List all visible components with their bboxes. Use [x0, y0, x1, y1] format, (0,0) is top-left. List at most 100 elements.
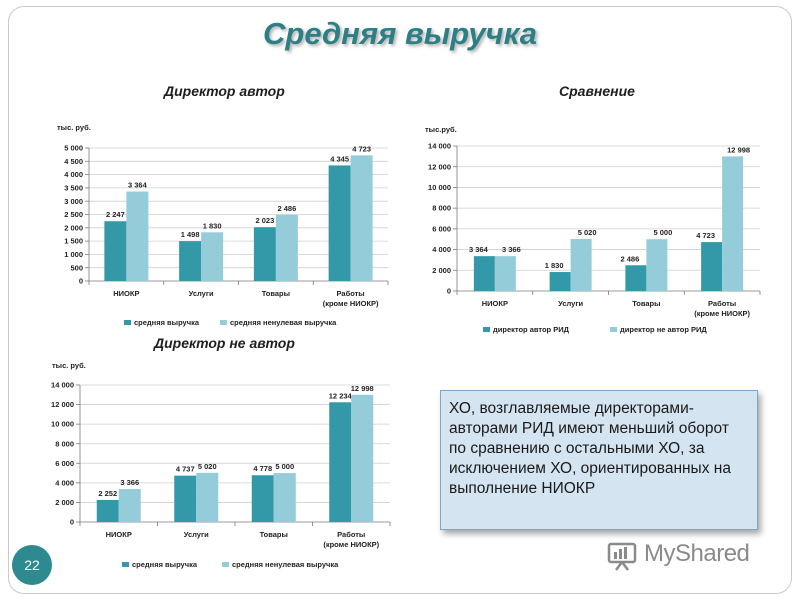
x-tick-label: НИОКР [106, 530, 132, 539]
x-tick-label: Работы (кроме НИОКР) [694, 299, 750, 318]
data-label: 3 364 [469, 245, 489, 254]
bar [118, 489, 141, 522]
bar [549, 272, 571, 291]
data-label: 1 498 [181, 230, 200, 239]
y-tick-label: 4 000 [55, 478, 74, 487]
x-tick-label: Товары [262, 289, 290, 298]
bar [196, 472, 219, 522]
bar [96, 499, 119, 522]
bar [104, 221, 127, 281]
y-tick-label: 1 500 [64, 237, 83, 246]
y-tick-label: 4 500 [64, 157, 83, 166]
chart3-title: Директор не автор [154, 335, 295, 351]
y-tick-label: 6 000 [55, 459, 74, 468]
legend-label: средняя выручка [134, 318, 200, 327]
y-tick-label: 8 000 [432, 204, 451, 213]
conclusion-textbox: ХО, возглавляемые директорами-авторами Р… [440, 390, 758, 530]
data-label: 5 020 [198, 462, 217, 471]
chart-svg: тыс.руб. 0 2 000 4 000 6 000 8 000 10 000 12 00… [425, 125, 761, 334]
chart-director-author: тыс. руб. 0 500 1 000 1 500 2 000 2 500 3 000 3 … [50, 122, 390, 332]
y-tick-label: 2 000 [55, 498, 74, 507]
bar [201, 232, 224, 281]
chart-director-not-author: тыс. руб. 0 2 000 4 000 6 000 8 000 10 000 12 0… [45, 358, 391, 573]
y-tick-label: 14 000 [428, 142, 451, 151]
y-tick-label: 12 000 [51, 400, 74, 409]
legend-label: средняя выручка [132, 560, 198, 569]
y-tick-label: 5 000 [64, 144, 83, 153]
bar [722, 156, 744, 291]
y-tick-label: 500 [70, 263, 83, 272]
data-label: 2 023 [255, 216, 274, 225]
y-tick-label: 10 000 [428, 183, 451, 192]
legend-label: средняя ненулевая выручка [230, 318, 337, 327]
data-label: 5 020 [578, 228, 597, 237]
y-tick-label: 4 000 [64, 170, 83, 179]
x-tick-label: НИОКР [113, 289, 139, 298]
data-label: 4 737 [176, 465, 195, 474]
chart-svg: тыс. руб. 0 2 000 4 000 6 000 8 000 10 000 12 0… [51, 361, 391, 569]
y-tick-label: 2 500 [64, 210, 83, 219]
data-label: 2 247 [106, 210, 125, 219]
unit-label: тыс. руб. [57, 123, 91, 132]
data-label: 4 723 [696, 231, 715, 240]
bar [625, 265, 647, 291]
data-label: 12 998 [727, 145, 750, 154]
y-tick-label: 14 000 [51, 381, 74, 390]
watermark-text: MyShared [644, 540, 750, 567]
unit-label: тыс.руб. [425, 125, 457, 134]
data-label: 3 366 [120, 478, 139, 487]
bar [275, 214, 298, 281]
legend-swatch [220, 320, 227, 325]
legend-label: директор не автор РИД [620, 325, 707, 334]
data-label: 1 830 [545, 261, 564, 270]
data-label: 5 000 [275, 462, 294, 471]
bar [328, 165, 351, 281]
data-label: 1 830 [203, 221, 222, 230]
chart1-title: Директор автор [164, 83, 285, 99]
bar [570, 239, 592, 291]
bar [329, 402, 352, 522]
watermark: MyShared [606, 538, 776, 572]
y-tick-label: 2 000 [432, 266, 451, 275]
data-label: 4 345 [330, 154, 349, 163]
legend-swatch [124, 320, 131, 325]
x-tick-label: Товары [260, 530, 288, 539]
slide-title: Средняя выручка [263, 16, 537, 51]
unit-label: тыс. руб. [52, 361, 86, 370]
x-tick-label: Работы (кроме НИОКР) [323, 289, 379, 308]
data-label: 2 486 [620, 254, 639, 263]
y-tick-label: 6 000 [432, 224, 451, 233]
bar [126, 191, 149, 281]
legend-swatch [483, 327, 490, 332]
x-tick-label: Товары [632, 299, 660, 308]
legend-label: средняя ненулевая выручка [232, 560, 339, 569]
bar [646, 239, 668, 291]
chart-comparison: тыс.руб. 0 2 000 4 000 6 000 8 000 10 000 12 00… [415, 122, 775, 337]
data-label: 4 778 [253, 464, 272, 473]
data-label: 12 234 [329, 391, 353, 400]
x-tick-label: Работы (кроме НИОКР) [323, 530, 379, 549]
legend-swatch [122, 562, 129, 567]
data-label: 5 000 [653, 228, 672, 237]
page-number-badge: 22 [12, 545, 52, 585]
x-tick-label: НИОКР [482, 299, 508, 308]
bar [494, 256, 516, 291]
watermark-logo-icon [607, 542, 637, 571]
data-label: 4 723 [352, 144, 371, 153]
y-tick-label: 8 000 [55, 439, 74, 448]
y-tick-label: 4 000 [432, 245, 451, 254]
chart2-title: Сравнение [559, 83, 635, 99]
x-tick-label: Услуги [558, 299, 583, 308]
data-label: 2 486 [277, 204, 296, 213]
y-tick-label: 2 000 [64, 223, 83, 232]
y-tick-label: 12 000 [428, 162, 451, 171]
y-tick-label: 0 [447, 287, 451, 296]
data-label: 3 364 [128, 181, 148, 190]
y-tick-label: 3 000 [64, 197, 83, 206]
bar [473, 256, 495, 291]
bar [273, 473, 296, 522]
y-tick-label: 3 500 [64, 184, 83, 193]
bar [251, 475, 274, 522]
y-tick-label: 1 000 [64, 250, 83, 259]
legend-swatch [222, 562, 229, 567]
